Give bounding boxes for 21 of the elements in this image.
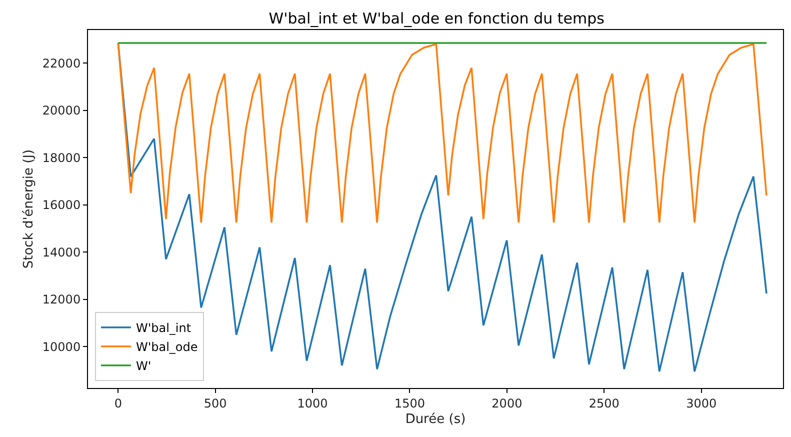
legend-label: W'bal_int [136,321,192,336]
x-tick-label: 0 [114,396,122,410]
chart-title: W'bal_int et W'bal_ode en fonction du temps [268,10,605,28]
x-tick-label: 1000 [297,396,328,410]
x-tick-label: 500 [204,396,227,410]
y-tick-label: 22000 [42,56,81,70]
legend-label: W' [136,359,152,374]
y-tick-label: 16000 [42,198,81,212]
y-tick-label: 12000 [42,292,81,307]
x-tick-label: 2000 [492,396,522,410]
y-axis-title: Stock d'énergie (J) [21,149,36,269]
x-tick-label: 2500 [588,396,620,410]
x-axis-title: Durée (s) [405,412,466,427]
legend-label: W'bal_ode [136,340,198,354]
y-tick-label: 18000 [42,150,81,165]
y-tick-label: 10000 [42,340,81,354]
x-tick-label: 3000 [686,396,717,410]
line-series [117,42,768,224]
y-tick-label: 20000 [42,104,81,118]
y-tick-label: 14000 [42,245,81,260]
x-tick-label: 1500 [394,396,426,410]
